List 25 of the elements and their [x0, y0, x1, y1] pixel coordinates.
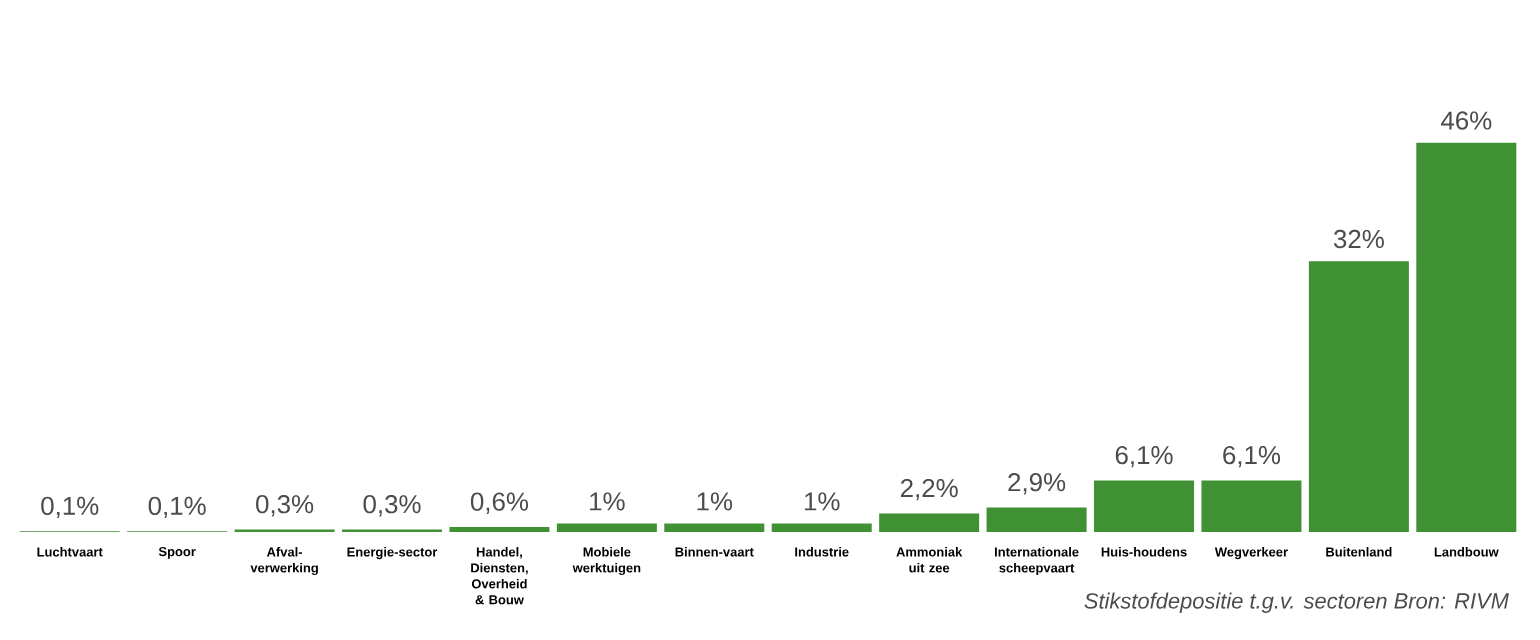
bar — [986, 507, 1087, 532]
bar — [556, 523, 657, 532]
data-label: 0,3% — [363, 495, 421, 517]
text: Stikstofdepositie t.g.v. sectoren Bron: RIVM — [1084, 592, 1509, 613]
bar — [1094, 480, 1195, 532]
bar — [664, 523, 765, 532]
bar — [1201, 480, 1302, 532]
data-label: 0,6% — [470, 492, 529, 514]
data-label: 2,2% — [900, 478, 958, 501]
bar — [771, 523, 872, 532]
bar — [449, 526, 550, 532]
data-label: 46% — [1440, 111, 1492, 130]
data-label: 0,1% — [148, 496, 206, 519]
data-label: 1% — [804, 492, 840, 511]
bar — [1308, 261, 1409, 532]
data-label: 0,1% — [41, 496, 99, 519]
bar — [879, 513, 980, 532]
data-label: 1% — [590, 492, 625, 511]
data-label: 6,1% — [1223, 445, 1281, 468]
data-label: 6,1% — [1115, 445, 1173, 468]
bar — [1416, 142, 1517, 532]
data-label: 32% — [1333, 229, 1384, 249]
data-label: 1% — [697, 492, 733, 511]
data-label: 2,9% — [1008, 473, 1066, 495]
data-label: 0,3% — [256, 495, 314, 517]
